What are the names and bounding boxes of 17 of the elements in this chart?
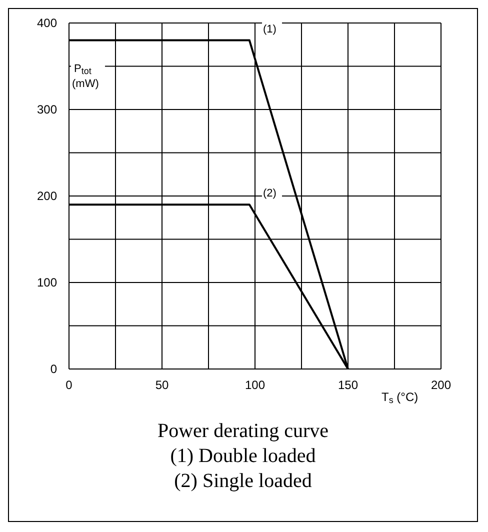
x-tick-label: 150 <box>338 378 358 392</box>
y-tick-label: 0 <box>50 362 58 376</box>
text: Power derating curve <box>156 419 330 444</box>
y-tick-label: 300 <box>36 102 58 116</box>
x-axis-title: T$_{s}$ (°C) <box>381 390 418 406</box>
x-tick-label: 50 <box>155 378 169 392</box>
y-tick-label: 400 <box>36 16 58 30</box>
y-tick-label: 200 <box>36 189 58 203</box>
y-tick-label: 100 <box>36 276 58 290</box>
annotation: (2) <box>263 188 276 200</box>
x-tick-label: 100 <box>244 378 266 392</box>
text: (2) Single loaded <box>173 469 313 494</box>
text: (1) Double loaded <box>169 444 317 469</box>
x-tick-label: 200 <box>430 378 452 392</box>
x-tick-label: 0 <box>66 378 73 392</box>
annotation: (1) <box>263 23 276 36</box>
y-axis-title: P$_{tot}$ (mW) <box>72 63 99 90</box>
